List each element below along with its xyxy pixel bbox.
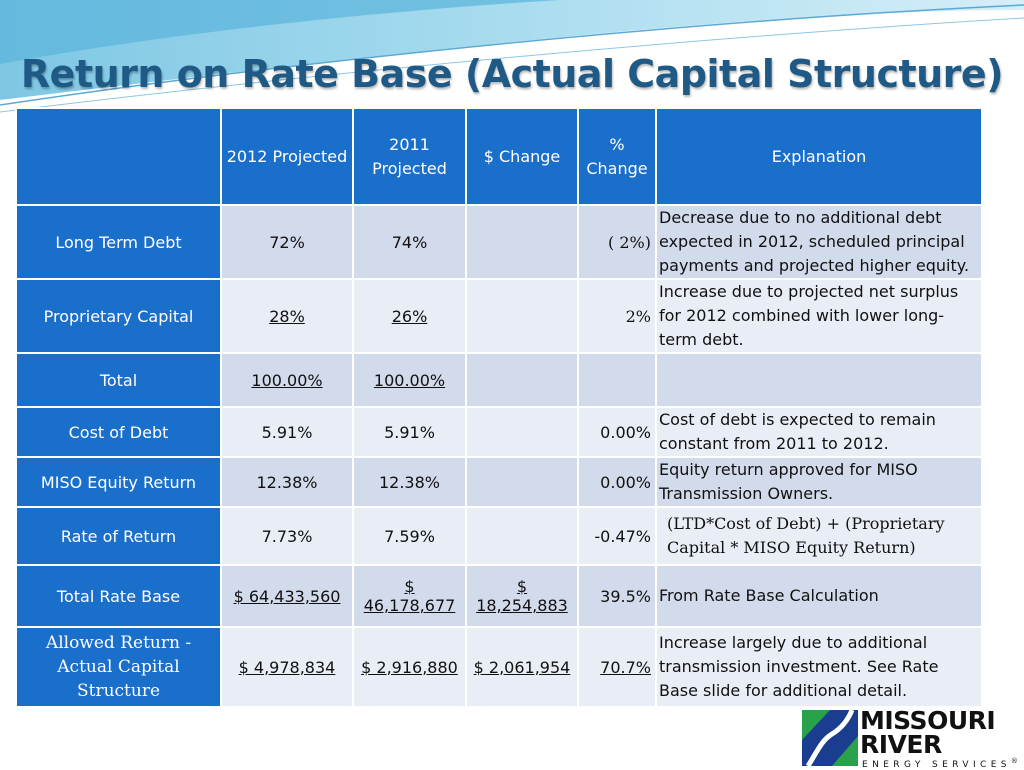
header-2011-projected: 2011 Projected — [352, 107, 467, 206]
cell-percent — [577, 352, 657, 408]
table-header-row: 2012 Projected 2011 Projected $ Change %… — [15, 107, 983, 206]
header-percent-change: % Change — [577, 107, 657, 206]
row-label: Allowed Return -Actual Capital Structure — [15, 626, 222, 708]
return-on-rate-base-table: 2012 Projected 2011 Projected $ Change %… — [15, 107, 983, 708]
cell-2012: $ 4,978,834 — [220, 626, 354, 708]
header-2012-projected: 2012 Projected — [220, 107, 354, 206]
registered-mark: ® — [1010, 757, 1018, 765]
table-row: Total Rate Base $ 64,433,560 $ 46,178,67… — [15, 564, 983, 628]
cell-percent: -0.47% — [577, 506, 657, 566]
cell-2011: 26% — [352, 278, 467, 354]
cell-change — [465, 204, 579, 280]
cell-explanation: Increase due to projected net surplus fo… — [655, 278, 983, 354]
cell-change — [465, 278, 579, 354]
logo-text-missouri: MISSOURI — [860, 706, 996, 735]
logo-energy-label: ENERGY SERVICES — [862, 760, 1011, 770]
cell-2011: 7.59% — [352, 506, 467, 566]
table-row: Proprietary Capital 28% 26% 2% Increase … — [15, 278, 983, 354]
cell-2012: 72% — [220, 204, 354, 280]
cell-percent: ( 2%) — [577, 204, 657, 280]
cell-percent: 39.5% — [577, 564, 657, 628]
header-blank — [15, 107, 222, 206]
table-row: Total 100.00% 100.00% — [15, 352, 983, 408]
cell-change: $ 2,061,954 — [465, 626, 579, 708]
slide-title: Return on Rate Base (Actual Capital Stru… — [20, 52, 1004, 96]
table-row: Allowed Return -Actual Capital Structure… — [15, 626, 983, 708]
cell-2012: $ 64,433,560 — [220, 564, 354, 628]
logo-text-energy-services: ENERGY SERVICES® — [862, 757, 1018, 770]
cell-change — [465, 506, 579, 566]
table-row: Long Term Debt 72% 74% ( 2%) Decrease du… — [15, 204, 983, 280]
cell-2011: $ 46,178,677 — [352, 564, 467, 628]
cell-change — [465, 352, 579, 408]
row-label: MISO Equity Return — [15, 456, 222, 508]
cell-explanation: Equity return approved for MISO Transmis… — [655, 456, 983, 508]
table-row: Cost of Debt 5.91% 5.91% 0.00% Cost of d… — [15, 406, 983, 458]
cell-percent: 2% — [577, 278, 657, 354]
cell-percent: 0.00% — [577, 406, 657, 458]
cell-change — [465, 456, 579, 508]
cell-2012: 5.91% — [220, 406, 354, 458]
cell-2011: 12.38% — [352, 456, 467, 508]
cell-explanation — [655, 352, 983, 408]
row-label: Rate of Return — [15, 506, 222, 566]
cell-2012: 12.38% — [220, 456, 354, 508]
cell-explanation: (LTD*Cost of Debt) + (Proprietary Capita… — [655, 506, 983, 566]
missouri-river-logo: MISSOURI RIVER ENERGY SERVICES® — [802, 706, 1024, 770]
cell-explanation: From Rate Base Calculation — [655, 564, 983, 628]
row-label: Total Rate Base — [15, 564, 222, 628]
cell-2011: 74% — [352, 204, 467, 280]
cell-2011: $ 2,916,880 — [352, 626, 467, 708]
cell-percent: 0.00% — [577, 456, 657, 508]
cell-explanation: Decrease due to no additional debt expec… — [655, 204, 983, 280]
row-label: Proprietary Capital — [15, 278, 222, 354]
header-swoosh-decoration — [0, 0, 1024, 113]
row-label: Long Term Debt — [15, 204, 222, 280]
row-label: Total — [15, 352, 222, 408]
logo-text-river: RIVER — [860, 730, 942, 759]
table-row: Rate of Return 7.73% 7.59% -0.47% (LTD*C… — [15, 506, 983, 566]
cell-2012: 28% — [220, 278, 354, 354]
header-explanation: Explanation — [655, 107, 983, 206]
table-row: MISO Equity Return 12.38% 12.38% 0.00% E… — [15, 456, 983, 508]
cell-2012: 7.73% — [220, 506, 354, 566]
cell-change — [465, 406, 579, 458]
cell-2012: 100.00% — [220, 352, 354, 408]
cell-change: $ 18,254,883 — [465, 564, 579, 628]
header-dollar-change: $ Change — [465, 107, 579, 206]
cell-explanation: Cost of debt is expected to remain const… — [655, 406, 983, 458]
cell-2011: 100.00% — [352, 352, 467, 408]
cell-2011: 5.91% — [352, 406, 467, 458]
river-logo-icon — [802, 710, 858, 766]
cell-explanation: Increase largely due to additional trans… — [655, 626, 983, 708]
row-label: Cost of Debt — [15, 406, 222, 458]
cell-percent: 70.7% — [577, 626, 657, 708]
